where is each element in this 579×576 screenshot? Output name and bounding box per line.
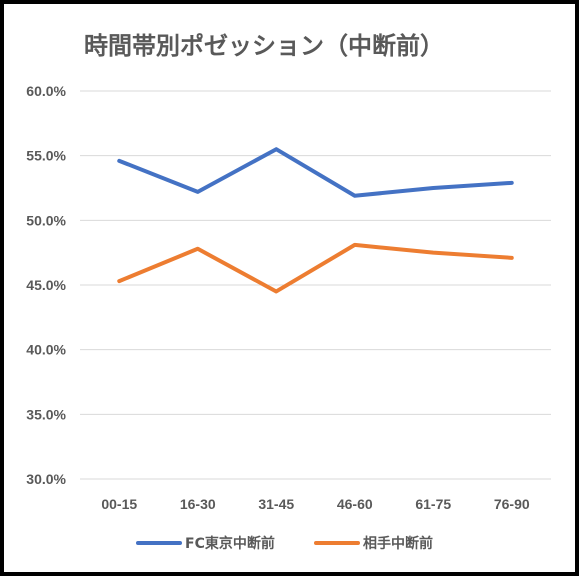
x-tick-label: 00-15 [101, 496, 137, 512]
chart-area: 時間帯別ポゼッション（中断前） 30.0% 35.0% 40.0% 45.0% 50.0… [4, 4, 575, 572]
y-tick-label: 30.0% [26, 471, 66, 487]
x-tick-label: 31-45 [258, 496, 294, 512]
chart-title: 時間帯別ポゼッション（中断前） [84, 32, 444, 60]
y-tick-label: 35.0% [26, 406, 66, 422]
y-tick-label: 55.0% [26, 148, 66, 164]
line-chart: 30.0% 35.0% 40.0% 45.0% 50.0% 55.0% 60.0% 00-1… [26, 83, 551, 552]
x-tick-label: 46-60 [337, 496, 373, 512]
y-tick-label: 40.0% [26, 342, 66, 358]
y-tick-label: 50.0% [26, 212, 66, 228]
y-tick-label: 60.0% [26, 83, 66, 99]
x-tick-label: 61-75 [415, 496, 451, 512]
x-tick-label: 76-90 [494, 496, 530, 512]
x-tick-label: 16-30 [180, 496, 216, 512]
legend-label: FC東京中断前 [185, 535, 275, 552]
y-tick-label: 45.0% [26, 277, 66, 293]
legend-label: 相手中断前 [363, 535, 433, 552]
series-line-2 [117, 242, 514, 294]
series-line-1 [117, 147, 514, 198]
